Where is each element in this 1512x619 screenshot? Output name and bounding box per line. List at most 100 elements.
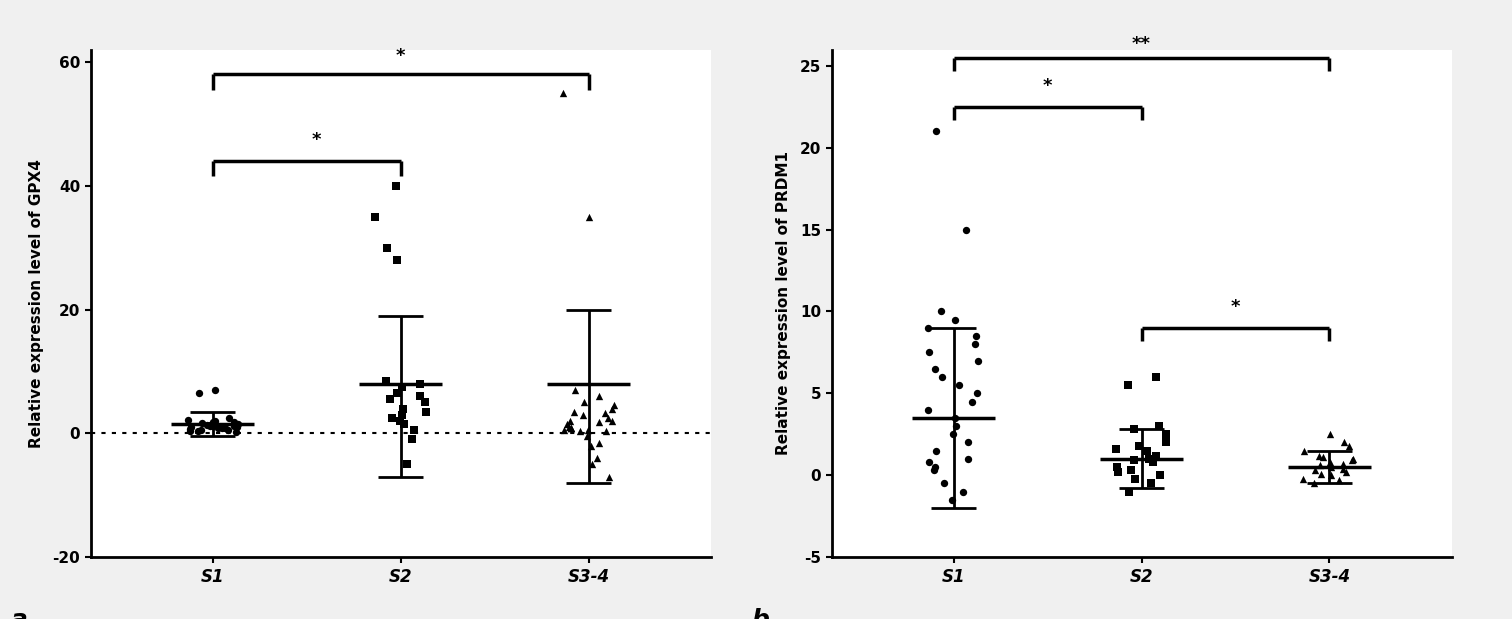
Point — [1303, 465, 1328, 475]
Point — [562, 385, 587, 395]
Point — [1145, 372, 1169, 382]
Point — [555, 419, 579, 429]
Point — [951, 487, 975, 496]
Point — [966, 356, 990, 366]
Point — [189, 418, 213, 428]
Point — [195, 420, 219, 430]
Text: *: * — [1231, 298, 1240, 316]
Point — [1326, 475, 1350, 485]
Point — [1341, 454, 1365, 464]
Point — [585, 453, 609, 463]
Point — [178, 422, 203, 432]
Text: *: * — [396, 47, 405, 65]
Point — [594, 426, 618, 436]
Point — [1119, 465, 1143, 475]
Point — [942, 413, 966, 423]
Point — [1308, 451, 1332, 461]
Point — [597, 472, 621, 482]
Point — [216, 413, 240, 423]
Point — [924, 126, 948, 136]
Point — [1318, 430, 1343, 439]
Point — [915, 405, 939, 415]
Point — [1154, 430, 1178, 439]
Point — [1105, 462, 1129, 472]
Point — [963, 339, 987, 349]
Point — [387, 416, 411, 426]
Point — [363, 212, 387, 222]
Point — [384, 181, 408, 191]
Point — [569, 426, 593, 436]
Point — [924, 446, 948, 456]
Point — [390, 382, 414, 392]
Point — [178, 424, 203, 434]
Point — [930, 306, 954, 316]
Point — [1107, 467, 1131, 477]
Point — [575, 431, 599, 441]
Point — [587, 391, 611, 401]
Point — [965, 388, 989, 398]
Point — [186, 388, 210, 398]
Point — [392, 404, 416, 413]
Point — [918, 347, 942, 357]
Point — [559, 423, 584, 433]
Point — [386, 255, 410, 265]
Point — [558, 422, 582, 432]
Point — [954, 225, 978, 235]
Point — [596, 413, 620, 423]
Point — [561, 407, 585, 417]
Point — [581, 459, 605, 469]
Point — [373, 376, 398, 386]
Point — [1331, 464, 1355, 474]
Point — [186, 426, 210, 436]
Point — [1136, 446, 1160, 456]
Y-axis label: Relative expression level of GPX4: Relative expression level of GPX4 — [29, 159, 44, 448]
Point — [943, 314, 968, 324]
Point — [1117, 487, 1142, 496]
Point — [390, 410, 414, 420]
Point — [552, 425, 576, 435]
Point — [1302, 478, 1326, 488]
Point — [1142, 457, 1166, 467]
Point — [402, 425, 426, 435]
Point — [576, 212, 600, 222]
Point — [1122, 456, 1146, 465]
Point — [940, 495, 965, 504]
Point — [1334, 467, 1358, 477]
Point — [189, 425, 213, 435]
Point — [224, 427, 248, 437]
Point — [399, 435, 423, 444]
Point — [1137, 454, 1161, 464]
Point — [1311, 452, 1335, 462]
Point — [1291, 446, 1315, 456]
Point — [378, 394, 402, 404]
Point — [1126, 441, 1151, 451]
Point — [922, 364, 947, 374]
Point — [1291, 474, 1315, 483]
Point — [922, 462, 947, 472]
Point — [392, 419, 416, 429]
Point — [203, 385, 227, 395]
Point — [956, 454, 980, 464]
Point — [1331, 459, 1355, 469]
Point — [602, 400, 626, 410]
Point — [593, 409, 617, 418]
Point — [203, 416, 227, 426]
Text: *: * — [1043, 77, 1052, 95]
Point — [558, 416, 582, 426]
Point — [408, 379, 432, 389]
Point — [210, 423, 234, 433]
Point — [413, 407, 437, 417]
Point — [215, 425, 239, 435]
Point — [1318, 457, 1343, 467]
Point — [1116, 380, 1140, 390]
Point — [1146, 421, 1170, 431]
Point — [384, 388, 408, 398]
Point — [1139, 478, 1163, 488]
Point — [576, 425, 600, 435]
Point — [198, 420, 222, 430]
Text: **: ** — [1132, 35, 1151, 53]
Point — [408, 391, 432, 401]
Y-axis label: Relative expression level of PRDM1: Relative expression level of PRDM1 — [777, 151, 791, 456]
Point — [1154, 438, 1178, 448]
Point — [1308, 461, 1332, 470]
